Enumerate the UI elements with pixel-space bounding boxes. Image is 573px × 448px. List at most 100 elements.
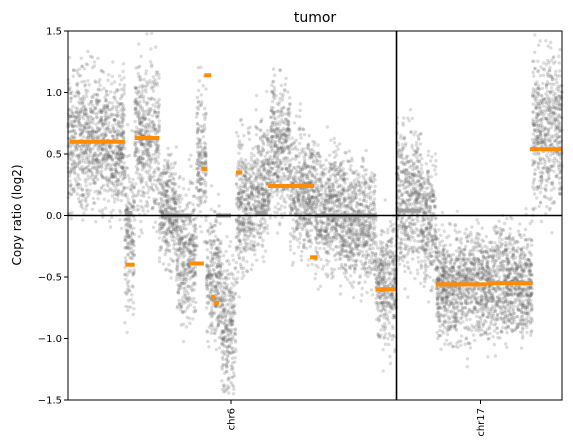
data-point xyxy=(325,251,329,255)
data-point xyxy=(218,247,222,251)
data-point xyxy=(159,171,164,175)
data-point xyxy=(85,115,90,119)
data-point xyxy=(271,180,275,184)
data-point xyxy=(183,268,187,272)
data-point xyxy=(270,195,274,199)
data-point xyxy=(157,73,161,77)
data-point xyxy=(171,194,175,198)
data-point xyxy=(132,200,136,204)
data-point xyxy=(225,259,229,263)
data-point xyxy=(67,157,72,161)
data-point xyxy=(79,160,84,164)
data-point xyxy=(74,82,79,87)
data-point xyxy=(233,328,238,332)
data-point xyxy=(227,290,231,294)
data-point xyxy=(210,328,214,332)
data-point xyxy=(89,110,94,114)
data-point xyxy=(223,308,227,312)
data-point xyxy=(189,287,194,291)
data-point xyxy=(157,103,161,107)
data-point xyxy=(257,223,261,227)
data-point xyxy=(323,234,327,239)
data-point xyxy=(263,177,267,181)
data-point xyxy=(288,248,293,252)
data-point xyxy=(151,170,156,175)
data-point xyxy=(319,224,324,228)
data-point xyxy=(299,254,303,258)
data-point xyxy=(308,238,313,242)
data-point xyxy=(259,231,264,235)
data-point xyxy=(158,231,163,235)
data-point xyxy=(212,229,216,233)
data-point xyxy=(243,183,248,188)
data-point xyxy=(94,135,98,139)
data-point xyxy=(146,150,150,155)
data-point xyxy=(118,158,122,163)
data-point xyxy=(105,158,109,162)
data-point xyxy=(119,78,124,82)
data-point xyxy=(93,174,98,179)
data-point xyxy=(153,110,158,115)
data-point xyxy=(117,121,121,125)
data-point xyxy=(194,161,199,166)
data-point xyxy=(159,197,164,202)
data-point xyxy=(116,197,120,202)
data-point xyxy=(296,148,300,152)
data-point xyxy=(305,234,310,239)
data-point xyxy=(119,191,123,196)
data-point xyxy=(172,243,176,247)
data-point xyxy=(321,221,326,226)
data-point xyxy=(280,188,284,192)
data-point xyxy=(193,309,198,314)
data-point xyxy=(151,122,155,126)
data-point xyxy=(85,118,90,123)
data-point xyxy=(271,99,275,104)
data-point xyxy=(227,391,231,395)
data-point xyxy=(140,123,144,128)
data-point xyxy=(314,167,319,172)
data-point xyxy=(287,146,291,150)
data-point xyxy=(76,182,80,186)
data-point xyxy=(177,193,181,198)
data-point xyxy=(292,121,297,125)
data-point xyxy=(154,70,158,74)
data-point xyxy=(292,165,297,169)
data-point xyxy=(196,65,200,70)
data-point xyxy=(125,231,129,235)
data-point xyxy=(110,189,115,193)
data-point xyxy=(175,267,179,271)
data-point xyxy=(301,127,306,132)
data-point xyxy=(273,205,277,209)
data-point xyxy=(94,167,99,171)
data-point xyxy=(120,182,124,186)
data-point xyxy=(81,153,86,157)
data-point xyxy=(80,193,85,197)
data-point xyxy=(117,180,121,184)
data-point xyxy=(209,207,213,211)
data-point xyxy=(191,224,195,228)
data-point xyxy=(119,156,123,160)
data-point xyxy=(198,137,202,142)
data-point xyxy=(270,166,274,171)
data-point xyxy=(77,197,81,201)
data-point xyxy=(100,157,105,161)
data-point xyxy=(108,225,113,229)
data-point xyxy=(104,98,109,102)
data-point xyxy=(72,128,77,133)
data-point xyxy=(257,195,261,199)
data-point xyxy=(118,218,122,222)
data-point xyxy=(103,167,108,171)
data-point xyxy=(203,199,208,203)
data-point xyxy=(194,185,199,189)
data-point xyxy=(224,249,228,254)
data-point xyxy=(327,170,331,174)
data-point xyxy=(119,133,124,137)
data-point xyxy=(90,118,95,123)
data-point xyxy=(151,79,156,84)
data-point xyxy=(78,166,82,171)
data-point xyxy=(72,149,77,153)
data-point xyxy=(283,82,287,87)
data-point xyxy=(88,149,92,154)
data-point xyxy=(95,136,100,140)
data-point xyxy=(102,103,106,108)
